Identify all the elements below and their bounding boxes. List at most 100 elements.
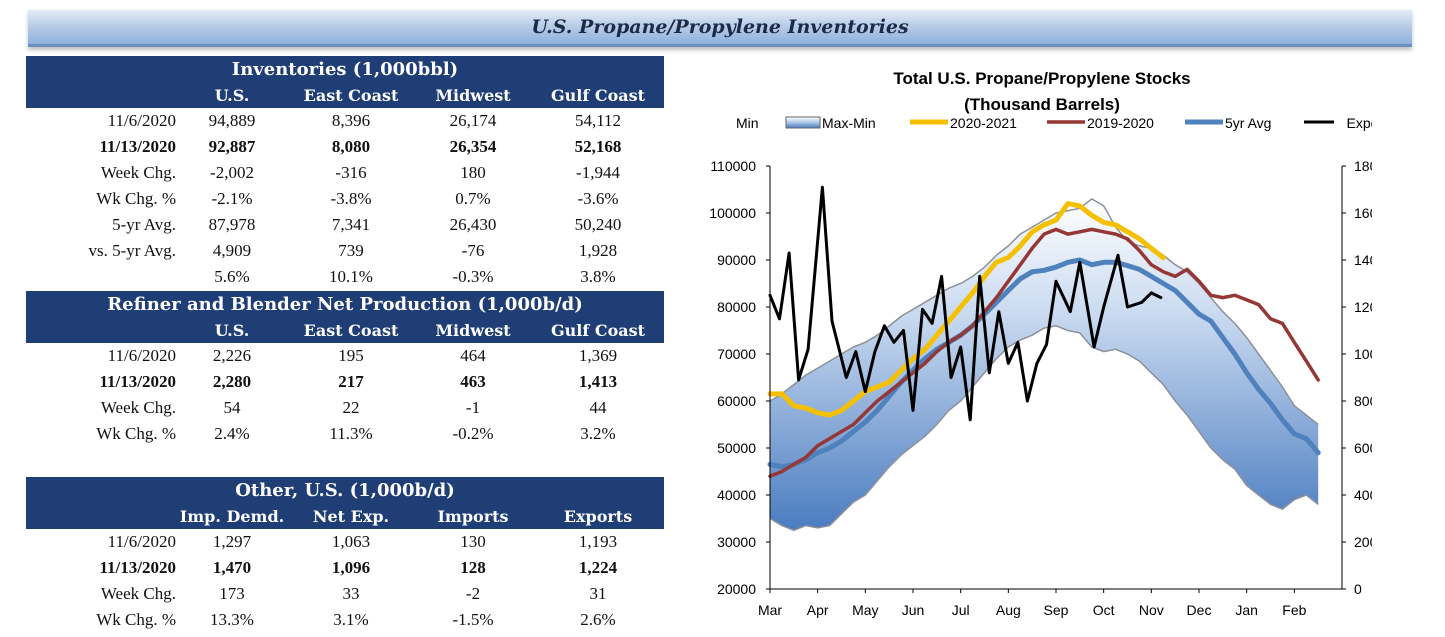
x-tick-label: Nov [1139, 602, 1164, 618]
production-body: 11/6/2020 2,226 195 464 1,369 11/13/2020 2,280… [26, 343, 664, 447]
table-cell: 13.3% [210, 610, 254, 629]
y-tick-label: 60000 [717, 393, 756, 409]
inventories-columns: U.S. East Coast Midwest Gulf Coast [26, 83, 664, 108]
table-cell: 2.6% [580, 610, 616, 629]
x-tick-label: May [852, 602, 878, 618]
column-header: Gulf Coast [551, 321, 645, 340]
column-header [26, 504, 176, 529]
stocks-chart: Total U.S. Propane/Propylene Stocks (Tho… [709, 69, 1372, 618]
y2-tick-label: 800 [1354, 393, 1372, 409]
row-label: Week Chg. [100, 398, 176, 417]
column-header: Midwest [435, 321, 511, 340]
page-banner: U.S. Propane/Propylene Inventories [28, 10, 1412, 47]
series-2020-2021 [767, 201, 1166, 418]
table-cell: -1,944 [576, 163, 620, 182]
x-tick-label: Jun [902, 602, 925, 618]
x-tick-label: Feb [1282, 602, 1306, 618]
row-label: 5-yr Avg. [112, 215, 176, 234]
table-cell: 3.2% [580, 424, 616, 443]
series-5yr-avg [767, 257, 1321, 470]
table-row: 11/13/2020 2,280 217 463 1,413 [26, 369, 664, 395]
table-cell: -1 [465, 398, 481, 417]
table-row: Week Chg. 173 33 -2 31 [26, 581, 664, 607]
table-cell: 87,978 [208, 215, 256, 234]
legend-swatch [785, 116, 821, 129]
row-label: Week Chg. [100, 584, 176, 603]
row-label: 11/13/2020 [99, 558, 176, 577]
row-label: Wk Chg. % [96, 424, 176, 443]
table-row: 5.6% 10.1% -0.3% 3.8% [26, 264, 664, 290]
table-row: vs. 5-yr Avg. 4,909 739 -76 1,928 [26, 238, 664, 264]
column-header: East Coast [303, 86, 399, 105]
table-cell: 54,112 [574, 111, 622, 130]
y-tick-label: 100000 [709, 205, 756, 221]
table-row: Wk Chg. % -2.1% -3.8% 0.7% -3.6% [26, 186, 664, 212]
chart-title: Total U.S. Propane/Propylene Stocks [893, 69, 1190, 88]
row-label: Wk Chg. % [96, 189, 176, 208]
table-cell: 1,063 [331, 532, 371, 551]
table-cell: 180 [460, 163, 486, 182]
y2-tick-label: 0 [1354, 581, 1362, 597]
max-min-band [770, 198, 1319, 531]
y2-tick-label: 600 [1354, 440, 1372, 456]
table-cell: 44 [589, 398, 607, 417]
table-cell: 1,369 [578, 346, 618, 365]
table-cell: 54 [223, 398, 241, 417]
table-cell: 173 [219, 584, 245, 603]
table-cell: 3.8% [580, 267, 616, 286]
table-cell: 1,297 [212, 532, 252, 551]
table-cell: -76 [461, 241, 485, 260]
chart-legend: Min Max-Min 2020-2021 2019-2020 5yr Avg Expor… [736, 115, 1372, 131]
table-row: Wk Chg. % 13.3% 3.1% -1.5% 2.6% [26, 607, 664, 633]
table-cell: -1.5% [452, 610, 494, 629]
table-cell: 739 [338, 241, 364, 260]
table-row: Wk Chg. % 2.4% 11.3% -0.2% 3.2% [26, 421, 664, 447]
table-cell: -0.3% [452, 267, 494, 286]
table-cell: 2.4% [214, 424, 250, 443]
table-cell: 33 [342, 584, 360, 603]
x-tick-label: Jul [952, 602, 970, 618]
table-cell: 195 [338, 346, 364, 365]
other-title: Other, U.S. (1,000b/d) [235, 480, 455, 501]
x-tick-label: Mar [758, 602, 782, 618]
column-header: Exports [563, 507, 633, 526]
y2-tick-label: 1000 [1354, 346, 1372, 362]
y2-tick-label: 200 [1354, 534, 1372, 550]
y-tick-label: 40000 [717, 487, 756, 503]
row-label: Week Chg. [100, 163, 176, 182]
table-cell: 217 [338, 372, 364, 391]
x-tick-label: Aug [996, 602, 1021, 618]
column-header: U.S. [214, 321, 250, 340]
table-cell: 1,470 [212, 558, 252, 577]
column-header: Imports [437, 507, 509, 526]
row-label: 11/6/2020 [107, 346, 176, 365]
row-label: 11/6/2020 [107, 532, 176, 551]
table-cell: -3.6% [577, 189, 619, 208]
table-cell: 1,928 [578, 241, 618, 260]
table-cell: 22 [342, 398, 360, 417]
y-tick-label: 90000 [717, 252, 756, 268]
other-table: Other, U.S. (1,000b/d) Imp. Demd. Net Ex… [26, 477, 664, 633]
x-tick-label: Dec [1187, 602, 1212, 618]
table-cell: 26,430 [449, 215, 497, 234]
inventories-title: Inventories (1,000bbl) [231, 59, 459, 80]
max-line [769, 197, 1319, 426]
legend-label: Exports [1347, 115, 1372, 131]
table-cell: 7,341 [331, 215, 371, 234]
column-header: East Coast [303, 321, 399, 340]
legend-label: Min [736, 115, 759, 131]
table-row: 11/6/2020 94,889 8,396 26,174 54,112 [26, 108, 664, 134]
table-cell: 0.7% [455, 189, 491, 208]
production-title: Refiner and Blender Net Production (1,00… [107, 294, 583, 315]
x-tick-label: Jan [1235, 602, 1258, 618]
page-title: U.S. Propane/Propylene Inventories [531, 16, 909, 38]
y-tick-label: 20000 [717, 581, 756, 597]
table-row: Week Chg. -2,002 -316 180 -1,944 [26, 160, 664, 186]
column-header: Imp. Demd. [179, 507, 285, 526]
series-2019-2020 [768, 227, 1320, 478]
table-cell: 1,224 [578, 558, 618, 577]
y2-tick-label: 1400 [1354, 252, 1372, 268]
y-tick-label: 80000 [717, 299, 756, 315]
row-label: Wk Chg. % [96, 610, 176, 629]
row-label: 11/13/2020 [99, 137, 176, 156]
